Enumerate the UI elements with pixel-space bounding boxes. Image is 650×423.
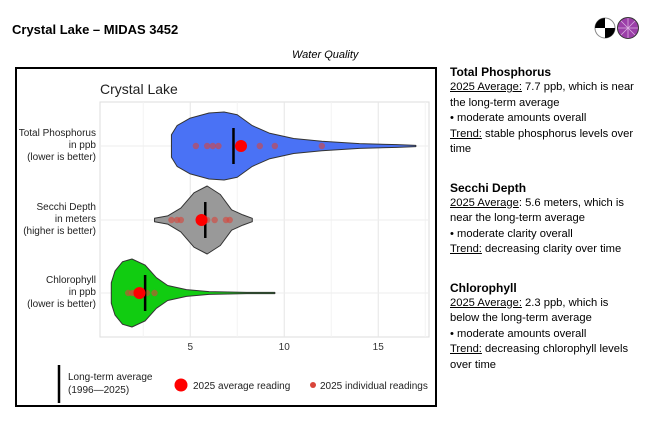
y-label: in ppb bbox=[69, 140, 97, 151]
individual-reading bbox=[318, 142, 326, 150]
secchi-disk-icon bbox=[594, 17, 616, 39]
y-label: Total Phosphorus bbox=[19, 128, 96, 139]
y-label: in meters bbox=[55, 214, 96, 225]
y-label: in ppb bbox=[69, 287, 97, 298]
average-2025-point bbox=[235, 140, 247, 152]
legend-average-icon bbox=[174, 378, 188, 392]
legend-individual-label: 2025 individual readings bbox=[320, 381, 428, 392]
y-label: (lower is better) bbox=[27, 299, 96, 310]
y-label: (lower is better) bbox=[27, 152, 96, 163]
x-tick-label: 15 bbox=[373, 342, 385, 353]
x-tick-label: 5 bbox=[187, 342, 193, 353]
individual-reading bbox=[192, 142, 200, 150]
logos bbox=[594, 17, 639, 39]
summary-title: Total Phosphorus bbox=[450, 65, 552, 79]
average-2025-point bbox=[195, 214, 208, 226]
summary-chlorophyll: Chlorophyll 2025 Average: 2.3 ppb, which… bbox=[450, 280, 640, 374]
chart-frame bbox=[15, 67, 437, 407]
page-title: Crystal Lake – MIDAS 3452 bbox=[12, 22, 179, 37]
summary-title: Chlorophyll bbox=[450, 280, 517, 295]
individual-reading bbox=[211, 216, 218, 224]
individual-reading bbox=[151, 289, 158, 297]
individual-reading bbox=[226, 216, 233, 224]
violin-2 bbox=[110, 258, 276, 328]
individual-reading bbox=[168, 216, 175, 224]
individual-reading bbox=[271, 142, 279, 150]
legend-individual-icon bbox=[310, 382, 316, 388]
summary-title: Secchi Depth bbox=[450, 180, 527, 195]
purple-logo-icon bbox=[617, 17, 639, 39]
summary-panel: Total Phosphorus 2025 Average: 7.7 ppb, … bbox=[450, 64, 640, 395]
individual-reading bbox=[177, 216, 185, 224]
y-label: (higher is better) bbox=[23, 226, 96, 237]
individual-reading bbox=[203, 142, 211, 150]
y-label: Chlorophyll bbox=[46, 275, 96, 286]
individual-reading bbox=[209, 142, 216, 150]
individual-reading bbox=[215, 142, 222, 150]
summary-secchi: Secchi Depth 2025 Average: 5.6 meters, w… bbox=[450, 180, 640, 258]
y-label: Secchi Depth bbox=[37, 202, 96, 213]
individual-reading bbox=[256, 142, 263, 150]
legend-long-term-label: Long-term average bbox=[68, 372, 153, 383]
chart-title: Crystal Lake bbox=[100, 81, 178, 97]
average-2025-point bbox=[133, 287, 146, 299]
legend-long-term-label: (1996—2025) bbox=[68, 385, 129, 396]
summary-tp: Total Phosphorus 2025 Average: 7.7 ppb, … bbox=[450, 64, 640, 158]
legend-average-label: 2025 average reading bbox=[193, 381, 290, 392]
x-tick-label: 10 bbox=[279, 342, 291, 353]
chart-subtitle: Water Quality bbox=[292, 49, 359, 61]
